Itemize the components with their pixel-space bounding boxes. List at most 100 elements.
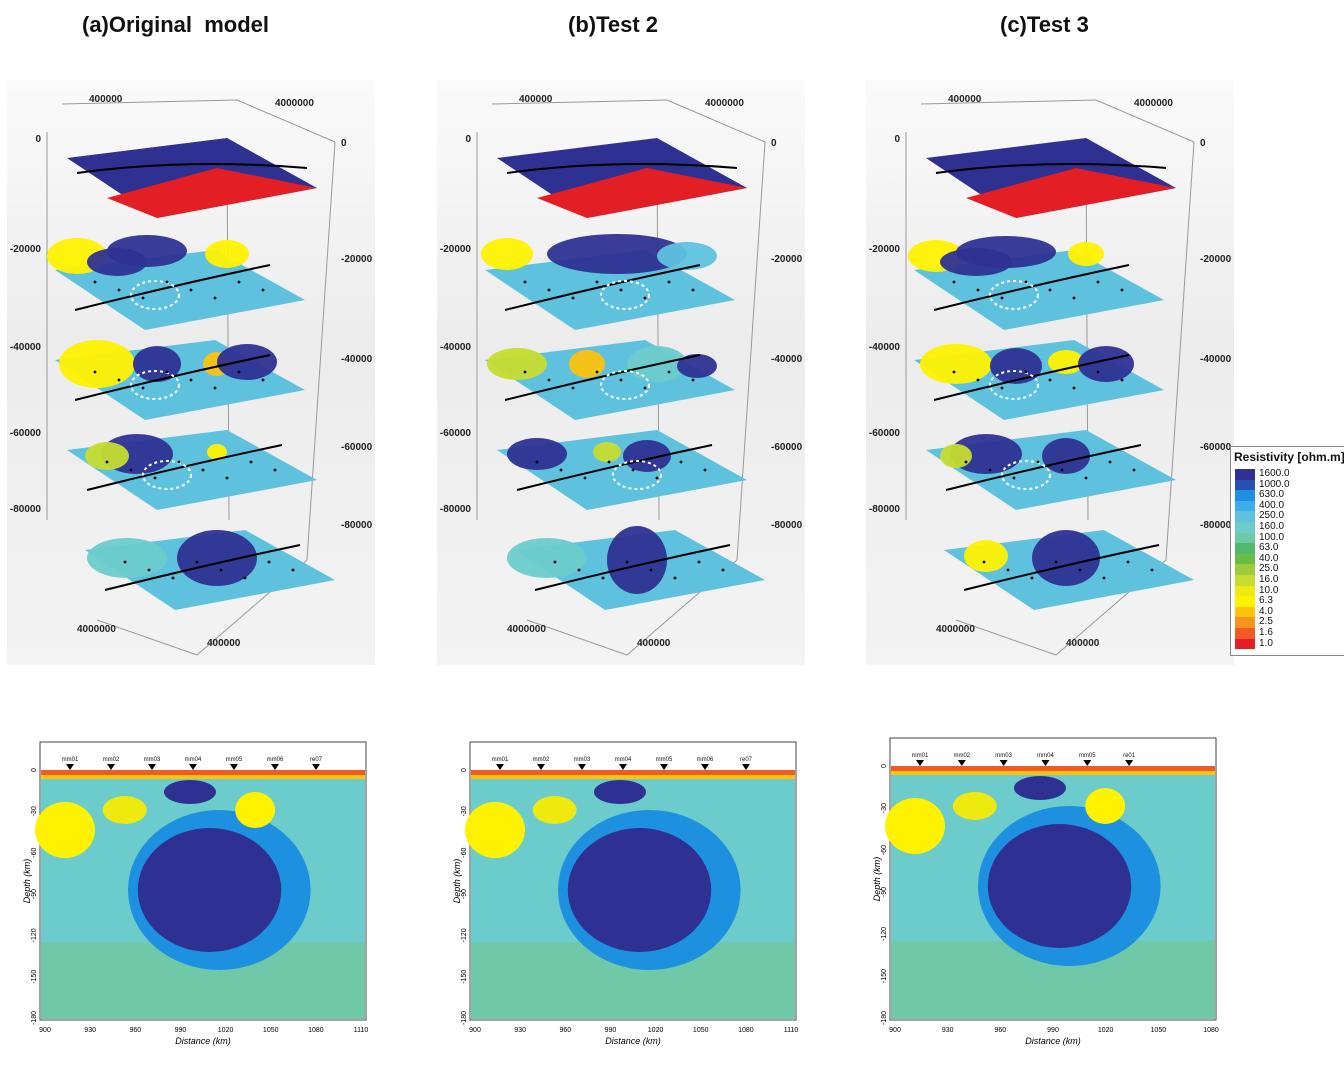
fault-line bbox=[504, 354, 701, 401]
depth-tick-label: -20000 bbox=[341, 254, 373, 265]
section-plot bbox=[885, 766, 1215, 1019]
axis-tick-label: 400000 bbox=[1066, 638, 1100, 649]
axis-line bbox=[920, 99, 1097, 105]
station-dot bbox=[697, 560, 701, 564]
station-dot bbox=[619, 288, 623, 292]
station-marker bbox=[66, 764, 74, 770]
depth-slice bbox=[485, 340, 735, 420]
conductive-zone bbox=[885, 798, 945, 854]
resistive-body bbox=[1013, 776, 1066, 800]
station-dot bbox=[1108, 460, 1112, 464]
legend-label: 1.6 bbox=[1259, 627, 1273, 638]
legend-item: 25.0 bbox=[1235, 563, 1344, 575]
resistivity-anomaly bbox=[623, 440, 671, 472]
x-axis-label: Distance (km) bbox=[1025, 1036, 1081, 1046]
resistivity-anomaly bbox=[205, 240, 249, 268]
legend-label: 630.0 bbox=[1259, 489, 1285, 501]
x-tick-label: 930 bbox=[942, 1027, 954, 1034]
station-marker bbox=[312, 764, 320, 770]
conductive-zone bbox=[532, 796, 577, 824]
station-marker bbox=[701, 764, 709, 770]
station-dot bbox=[952, 280, 956, 284]
y-tick-label: -60 bbox=[461, 848, 468, 858]
station-dot bbox=[1096, 280, 1100, 284]
station-dot bbox=[523, 280, 527, 284]
resistivity-anomaly bbox=[657, 242, 717, 270]
station-marker bbox=[619, 764, 627, 770]
surface-layer bbox=[41, 770, 365, 775]
y-tick-label: -180 bbox=[881, 1011, 888, 1025]
axis-tick-label: 400000 bbox=[948, 94, 982, 105]
legend-swatch bbox=[1235, 469, 1255, 480]
axis-tick-label: 4000000 bbox=[507, 624, 546, 635]
station-dot bbox=[1048, 288, 1052, 292]
station-dot bbox=[964, 460, 968, 464]
station-dot bbox=[291, 568, 295, 572]
station-label: mm02 bbox=[533, 757, 550, 763]
station-dot bbox=[261, 378, 265, 382]
station-dot bbox=[171, 576, 175, 580]
axis-line bbox=[1095, 99, 1195, 143]
fault-line bbox=[516, 444, 713, 491]
depth-tick-label: -20000 bbox=[10, 244, 42, 255]
fault-line bbox=[506, 163, 738, 174]
depth-tick-label: 0 bbox=[341, 138, 347, 149]
station-dot bbox=[1078, 568, 1082, 572]
legend-swatch bbox=[1235, 511, 1255, 522]
axis-tick-label: 4000000 bbox=[77, 624, 116, 635]
axis-tick-label: 4000000 bbox=[275, 98, 314, 109]
station-dot bbox=[201, 468, 205, 472]
station-dot bbox=[1102, 576, 1106, 580]
surface-layer bbox=[41, 775, 365, 779]
resistive-body bbox=[593, 780, 646, 804]
legend-label: 16.0 bbox=[1259, 574, 1279, 585]
section-a: mm01 mm02 mm03 mm04 mm05 mm06 re07 900 930 960 990… bbox=[22, 728, 382, 1068]
station-marker bbox=[660, 764, 668, 770]
legend-label: 6.3 bbox=[1259, 595, 1273, 607]
y-tick-label: 0 bbox=[461, 768, 468, 772]
x-tick-label: 960 bbox=[129, 1027, 141, 1034]
resistivity-anomaly bbox=[1042, 438, 1090, 474]
resistivity-anomaly bbox=[217, 344, 277, 380]
depth-tick-label: -40000 bbox=[10, 342, 42, 353]
station-dot bbox=[523, 370, 527, 374]
legend-item: 1000.0 bbox=[1235, 479, 1344, 491]
station-dot bbox=[1024, 280, 1028, 284]
axis-line bbox=[666, 99, 766, 143]
y-tick-label: 0 bbox=[31, 768, 38, 772]
station-dot bbox=[1150, 568, 1154, 572]
legend-item: 630.0 bbox=[1235, 489, 1344, 501]
station-dot bbox=[1126, 560, 1130, 564]
resistivity-anomaly bbox=[487, 348, 547, 380]
highlight-circle bbox=[612, 460, 662, 490]
resistive-body bbox=[137, 828, 282, 952]
y-tick-label: -120 bbox=[31, 928, 38, 942]
station-marker bbox=[148, 764, 156, 770]
depth-tick-label: -80000 bbox=[341, 520, 373, 531]
legend-swatch bbox=[1235, 522, 1255, 533]
legend-label: 63.0 bbox=[1259, 542, 1279, 554]
station-dot bbox=[237, 280, 241, 284]
fault-line bbox=[76, 163, 308, 174]
panel-title-c: (c)Test 3 bbox=[1000, 12, 1089, 37]
axis-tick-label: 400000 bbox=[519, 94, 553, 105]
station-dot bbox=[1072, 386, 1076, 390]
station-label: mm06 bbox=[697, 757, 714, 763]
station-dot bbox=[667, 280, 671, 284]
legend-swatch bbox=[1235, 617, 1255, 628]
depth-tick-label: -60000 bbox=[771, 442, 803, 453]
y-tick-label: -120 bbox=[881, 927, 888, 941]
station-marker bbox=[578, 764, 586, 770]
station-label: re07 bbox=[740, 757, 753, 763]
station-dot bbox=[141, 386, 145, 390]
legend-swatch bbox=[1235, 606, 1255, 618]
surface-layer bbox=[891, 771, 1215, 775]
x-tick-label: 990 bbox=[175, 1027, 187, 1034]
axis-tick-label: 400000 bbox=[207, 638, 241, 649]
section-c: mm01 mm02 mm03 mm04 mm05 re01 900 930 960 990 1020… bbox=[872, 724, 1232, 1068]
station-dot bbox=[141, 296, 145, 300]
section-svg: mm01 mm02 mm03 mm04 mm05 re01 900 930 960 990 1020… bbox=[872, 737, 1219, 1046]
resistivity-anomaly bbox=[547, 234, 687, 274]
highlight-circle bbox=[989, 370, 1039, 400]
station-label: mm01 bbox=[492, 757, 509, 763]
